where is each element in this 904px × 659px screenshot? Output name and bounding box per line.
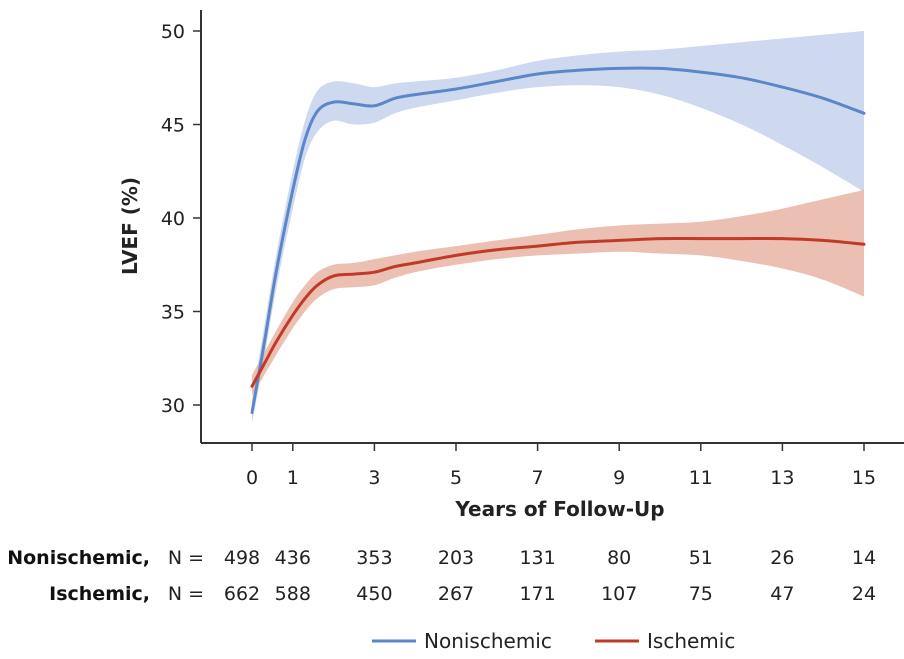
x-tick-label: 3 <box>368 467 380 489</box>
risk-value: 24 <box>852 583 876 605</box>
y-tick-label: 50 <box>161 21 185 43</box>
series-lines <box>250 66 866 414</box>
risk-row-prefix: N = <box>168 583 204 605</box>
y-tick-label: 30 <box>161 395 185 417</box>
x-tick-label: 7 <box>532 467 544 489</box>
risk-value: 26 <box>770 547 794 569</box>
risk-value: 51 <box>689 547 713 569</box>
risk-value: 267 <box>438 583 474 605</box>
ischemic-confidence-band <box>252 189 864 396</box>
risk-value: 107 <box>601 583 637 605</box>
x-tick-label: 0 <box>246 467 258 489</box>
x-tick-label: 9 <box>613 467 625 489</box>
x-axis-title: Years of Follow-Up <box>454 497 664 521</box>
risk-value: 588 <box>275 583 311 605</box>
legend: Nonischemic Ischemic <box>372 629 735 653</box>
y-ticks: 30 35 40 45 50 <box>161 21 201 417</box>
ischemic-series-line <box>250 236 866 388</box>
x-tick-label: 11 <box>689 467 713 489</box>
risk-value: 14 <box>852 547 876 569</box>
risk-value: 498 <box>224 547 260 569</box>
y-tick-label: 40 <box>161 208 185 230</box>
risk-row-prefix: N = <box>168 547 204 569</box>
risk-value: 436 <box>275 547 311 569</box>
x-tick-label: 13 <box>770 467 794 489</box>
nonischemic-confidence-band <box>252 31 864 424</box>
risk-value: 171 <box>519 583 555 605</box>
nonischemic-legend-label: Nonischemic <box>424 629 552 653</box>
risk-value: 80 <box>607 547 631 569</box>
confidence-bands <box>252 31 864 424</box>
x-tick-label: 5 <box>450 467 462 489</box>
y-tick-label: 45 <box>161 115 185 137</box>
x-ticks: 0 1 3 5 7 9 11 13 15 <box>246 443 876 489</box>
axes <box>200 10 904 444</box>
risk-row-label: Nonischemic, <box>7 547 150 569</box>
y-axis-title: LVEF (%) <box>118 177 142 275</box>
risk-value: 47 <box>770 583 794 605</box>
number-at-risk-table: Nonischemic, N = 498 436 353 203 131 80 51 26 14 Is… <box>7 547 876 605</box>
x-tick-label: 15 <box>852 467 876 489</box>
risk-row-label: Ischemic, <box>49 583 150 605</box>
risk-value: 75 <box>689 583 713 605</box>
risk-value: 203 <box>438 547 474 569</box>
risk-value: 353 <box>356 547 392 569</box>
nonischemic-series-line <box>250 66 866 414</box>
x-tick-label: 1 <box>287 467 299 489</box>
y-tick-label: 35 <box>161 302 185 324</box>
risk-value: 662 <box>224 583 260 605</box>
risk-value: 450 <box>356 583 392 605</box>
risk-value: 131 <box>519 547 555 569</box>
ischemic-legend-label: Ischemic <box>647 629 735 653</box>
